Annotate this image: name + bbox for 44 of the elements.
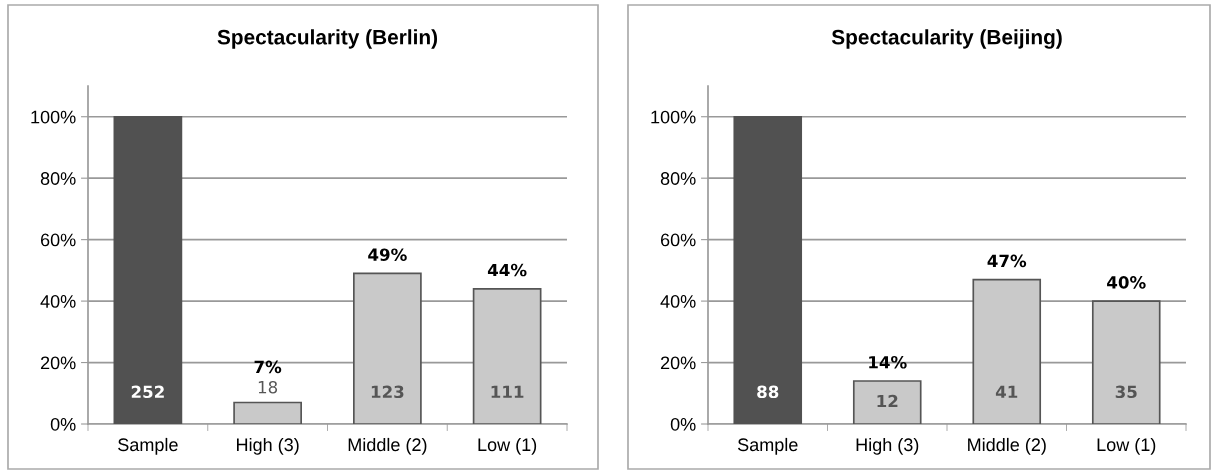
y-tick-label: 20% <box>660 356 696 370</box>
chart-title: Spectacularity (Beijing) <box>831 29 1062 49</box>
x-tick-label: Sample <box>737 437 798 455</box>
x-tick-label: Middle (2) <box>348 437 427 455</box>
y-tick-label: 80% <box>660 172 696 185</box>
y-tick-label: 20% <box>40 356 76 370</box>
bar <box>113 115 183 424</box>
bar <box>852 380 922 424</box>
x-tick-label: Sample <box>118 437 178 455</box>
y-tick-label: 100% <box>651 110 696 124</box>
bar <box>1091 300 1161 424</box>
data-label: 40% <box>1107 276 1146 289</box>
y-tick-label: 0% <box>50 417 76 431</box>
x-tick-label: Middle (2) <box>968 437 1046 455</box>
y-tick-label: 0% <box>670 417 696 431</box>
x-tick-label: Low (1) <box>478 437 537 455</box>
data-label: 14% <box>869 355 907 369</box>
annotation: 41 <box>995 385 1018 398</box>
annotation: 12 <box>877 394 898 408</box>
y-tick-label: 40% <box>40 295 76 308</box>
x-tick-label: High (3) <box>856 437 919 455</box>
y-tick-label: 80% <box>40 172 76 185</box>
annotation: 111 <box>491 385 524 398</box>
bar <box>733 115 803 424</box>
x-tick-label: Low (1) <box>1097 437 1156 455</box>
chart-title: Spectacularity (Berlin) <box>217 29 438 49</box>
y-tick-label: 100% <box>31 110 76 124</box>
data-label: 47% <box>987 254 1027 268</box>
bar <box>972 278 1042 424</box>
x-tick-label: High (3) <box>237 437 299 455</box>
annotation: 252 <box>131 385 164 399</box>
data-label: 44% <box>487 263 527 277</box>
bar <box>233 401 302 424</box>
annotation: 123 <box>371 385 404 399</box>
y-tick-label: 60% <box>660 233 696 247</box>
bar <box>353 272 422 424</box>
annotation: 35 <box>1115 385 1137 399</box>
data-label: 49% <box>368 248 407 261</box>
y-tick-label: 40% <box>660 295 696 308</box>
bar <box>472 287 542 424</box>
annotation: 88 <box>757 385 779 399</box>
annotation: 18 <box>258 380 278 394</box>
data-label: 7% <box>254 360 282 374</box>
y-tick-label: 60% <box>40 233 76 247</box>
